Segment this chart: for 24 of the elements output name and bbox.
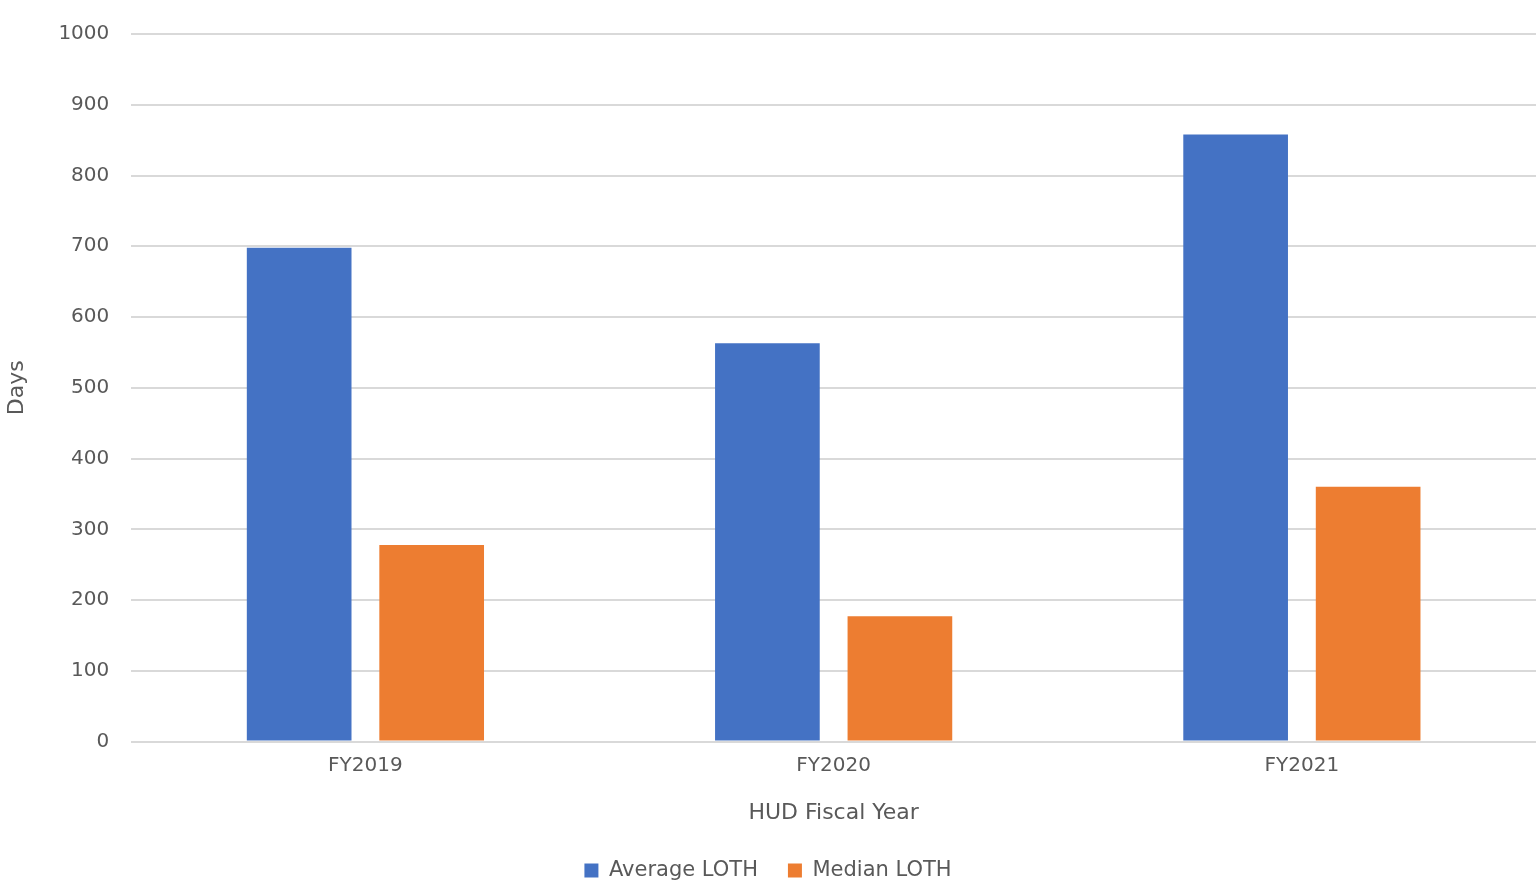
y-tick-label: 500 xyxy=(71,374,110,398)
y-tick-label: 400 xyxy=(71,444,110,469)
x-tick-label: FY2020 xyxy=(796,751,871,776)
x-tick-label: FY2021 xyxy=(1264,751,1340,776)
bar xyxy=(1315,486,1421,741)
bar xyxy=(847,616,953,741)
y-axis-title: Days xyxy=(2,360,28,416)
x-axis-title: HUD Fiscal Year xyxy=(748,798,920,824)
bar xyxy=(1183,134,1288,741)
y-tick-label: 300 xyxy=(71,515,110,540)
bar xyxy=(379,544,485,741)
y-tick-label: 200 xyxy=(71,586,110,611)
y-tick-label: 100 xyxy=(71,657,110,682)
bar xyxy=(246,247,352,741)
bar xyxy=(715,343,820,741)
y-tick-label: 800 xyxy=(71,161,110,186)
x-tick-label: FY2019 xyxy=(328,751,403,776)
y-tick-label: 0 xyxy=(96,727,110,752)
legend-label: Median LOTH xyxy=(812,856,952,881)
legend-label: Average LOTH xyxy=(608,856,758,881)
y-tick-label: 1000 xyxy=(58,20,110,45)
y-tick-label: 600 xyxy=(71,303,110,328)
y-tick-label: 700 xyxy=(71,232,110,257)
y-tick-label: 900 xyxy=(71,90,110,115)
